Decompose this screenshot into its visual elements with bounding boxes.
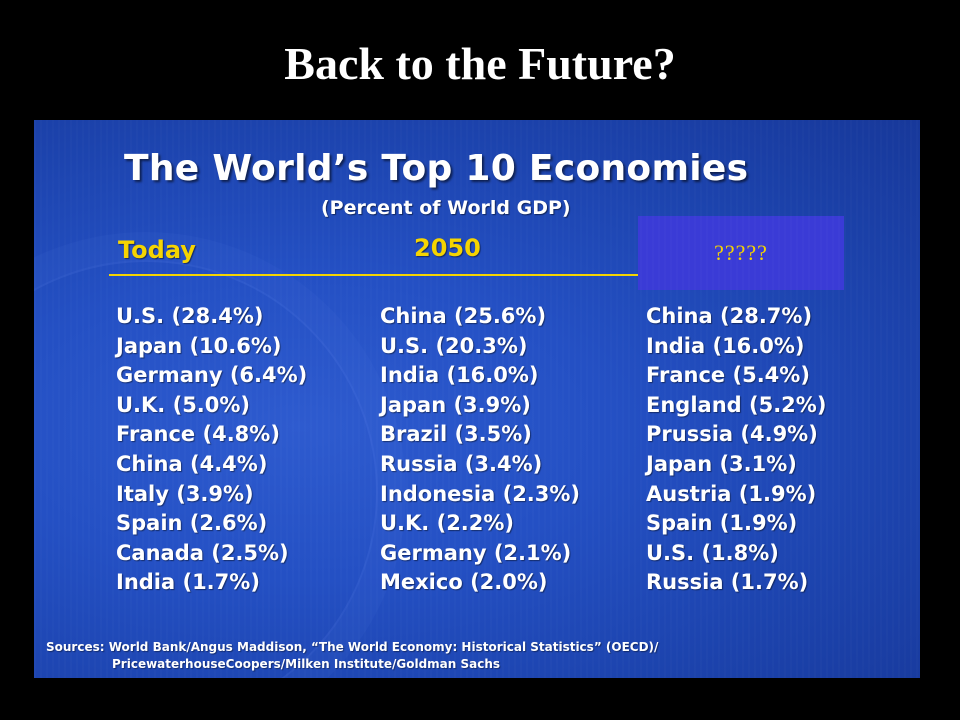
list-item: England (5.2%): [646, 392, 827, 417]
list-item: U.S. (1.8%): [646, 540, 779, 565]
list-item: Spain (2.6%): [116, 511, 268, 536]
list-item: U.S. (28.4%): [116, 304, 264, 328]
list-item: Canada (2.5%): [116, 540, 289, 565]
list-item: Japan (3.1%): [646, 451, 797, 476]
list-item: Indonesia (2.3%): [380, 481, 581, 506]
y2050-list: China (25.6%) U.S. (20.3%) India (16.0%)…: [380, 302, 580, 598]
list-item: Germany (6.4%): [116, 363, 308, 388]
list-item: France (5.4%): [646, 363, 810, 388]
list-item: Mexico (2.0%): [380, 570, 548, 595]
list-item: U.S. (20.3%): [380, 333, 528, 358]
list-item: Japan (3.9%): [380, 392, 531, 417]
column-header-2050: 2050: [414, 234, 481, 262]
list-item: China (28.7%): [646, 304, 813, 328]
list-item: Austria (1.9%): [646, 481, 817, 506]
slide-title: Back to the Future?: [284, 38, 676, 89]
list-item: Prussia (4.9%): [646, 422, 818, 447]
list-item: Russia (3.4%): [380, 451, 543, 476]
list-item: Spain (1.9%): [646, 511, 798, 536]
list-item: Germany (2.1%): [380, 540, 572, 565]
list-item: Italy (3.9%): [116, 481, 254, 506]
list-item: U.K. (2.2%): [380, 511, 515, 536]
question-marks-box: ?????: [638, 216, 844, 290]
list-item: India (1.7%): [116, 570, 260, 595]
panel-subtitle: (Percent of World GDP): [321, 197, 571, 219]
historical-list: China (28.7%) India (16.0%) France (5.4%…: [646, 302, 826, 598]
today-list: U.S. (28.4%) Japan (10.6%) Germany (6.4%…: [116, 302, 307, 598]
sources-line-1: Sources: World Bank/Angus Maddison, “The…: [46, 640, 659, 654]
list-item: India (16.0%): [646, 333, 805, 358]
economies-panel: The World’s Top 10 Economies (Percent of…: [34, 120, 920, 678]
list-item: China (25.6%): [380, 304, 547, 328]
list-item: Japan (10.6%): [116, 333, 282, 358]
sources-note: Sources: World Bank/Angus Maddison, “The…: [46, 639, 916, 673]
header-divider: [109, 274, 641, 276]
column-header-today: Today: [118, 236, 196, 264]
list-item: France (4.8%): [116, 422, 280, 447]
list-item: Brazil (3.5%): [380, 422, 532, 447]
list-item: India (16.0%): [380, 363, 539, 388]
list-item: Russia (1.7%): [646, 570, 809, 595]
panel-title: The World’s Top 10 Economies: [124, 148, 749, 189]
list-item: China (4.4%): [116, 451, 268, 476]
sources-line-2: PricewaterhouseCoopers/Milken Institute/…: [112, 657, 501, 671]
list-item: U.K. (5.0%): [116, 392, 251, 417]
